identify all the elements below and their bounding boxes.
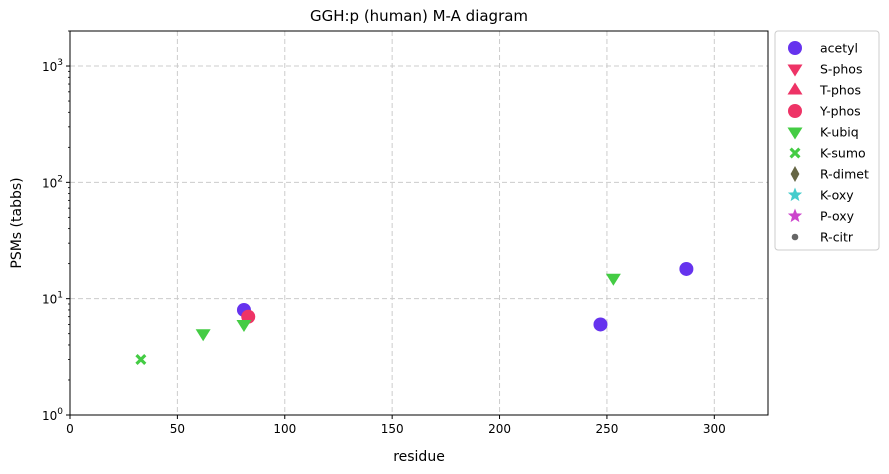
legend-label: K-sumo bbox=[820, 146, 866, 161]
point-K-ubiq bbox=[605, 273, 621, 286]
legend-label: R-dimet bbox=[820, 167, 869, 182]
axis-ticks: 0 50 100 150 200 250 300 100 101 102 103 bbox=[42, 30, 726, 436]
x-axis-label: residue bbox=[393, 449, 445, 465]
legend-marker-K-ubiq bbox=[787, 127, 803, 140]
legend-label: acetyl bbox=[820, 41, 858, 56]
legend-marker-K-oxy bbox=[787, 187, 803, 202]
legend-marker-R-citr bbox=[791, 233, 799, 241]
legend-box bbox=[774, 30, 880, 251]
x-tick-label: 0 bbox=[66, 422, 74, 436]
legend-label: T-phos bbox=[819, 83, 861, 98]
legend-marker-Y-phos bbox=[788, 104, 802, 118]
y-tick-label: 100 bbox=[42, 407, 63, 423]
legend-label: K-ubiq bbox=[820, 125, 859, 140]
legend-label: K-oxy bbox=[820, 188, 854, 203]
legend-label: Y-phos bbox=[819, 104, 861, 119]
legend-marker-S-phos bbox=[787, 64, 803, 77]
x-tick-label: 300 bbox=[703, 422, 726, 436]
x-tick-label: 100 bbox=[273, 422, 296, 436]
y-tick-label: 103 bbox=[42, 58, 63, 74]
legend-marker-acetyl bbox=[788, 41, 802, 55]
point-K-ubiq bbox=[236, 319, 252, 332]
y-tick-label: 102 bbox=[42, 174, 63, 190]
x-tick-label: 250 bbox=[595, 422, 618, 436]
y-tick-label: 101 bbox=[42, 291, 63, 307]
chart-title: GGH:p (human) M-A diagram bbox=[310, 7, 528, 25]
legend: acetyl S-phos T-phos Y-phos K-ubiq K-sumo R-di… bbox=[774, 30, 880, 251]
point-acetyl bbox=[679, 261, 694, 276]
legend-label: S-phos bbox=[820, 62, 862, 77]
legend-marker-K-sumo bbox=[789, 147, 801, 159]
point-acetyl bbox=[593, 317, 608, 332]
x-tick-label: 150 bbox=[381, 422, 404, 436]
legend-marker-T-phos bbox=[787, 82, 803, 95]
legend-marker-P-oxy bbox=[787, 208, 803, 223]
plot-area-frame bbox=[69, 30, 769, 416]
x-tick-label: 50 bbox=[170, 422, 185, 436]
x-tick-label: 200 bbox=[488, 422, 511, 436]
legend-label: R-citr bbox=[820, 230, 854, 245]
point-K-ubiq bbox=[195, 329, 211, 342]
point-K-sumo bbox=[135, 353, 147, 365]
y-axis-label: PSMs (tabbs) bbox=[9, 177, 25, 268]
legend-marker-R-dimet bbox=[790, 166, 800, 182]
data-points bbox=[135, 261, 694, 365]
legend-label: P-oxy bbox=[820, 209, 855, 224]
grid-lines bbox=[70, 31, 768, 415]
